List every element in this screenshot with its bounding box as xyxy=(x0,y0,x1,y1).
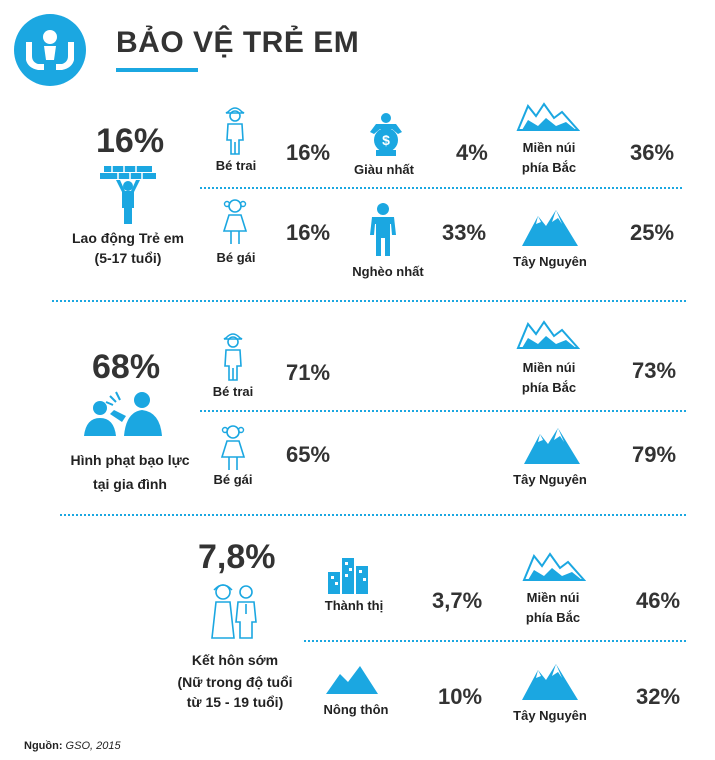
marriage-urban-label: Thành thị xyxy=(324,598,384,613)
divider xyxy=(304,640,686,642)
violence-girl-value: 65% xyxy=(286,442,331,467)
marriage-caption-line3: từ 15 - 19 tuổi) xyxy=(186,694,284,710)
violence-boy-value: 71% xyxy=(286,360,331,385)
violent-punishment-icon xyxy=(84,391,162,436)
labor-richest-label: Giàu nhất xyxy=(354,162,414,177)
northern-mountains-icon xyxy=(516,102,580,131)
svg-text:$: $ xyxy=(382,132,390,148)
labor-headline: 16% xyxy=(96,122,165,160)
rural-hills-icon xyxy=(326,666,378,694)
marriage-north-value: 46% xyxy=(636,588,681,613)
violence-boy-label: Bé trai xyxy=(212,384,254,399)
violence-girl-label: Bé gái xyxy=(213,472,253,487)
northern-mountains-icon xyxy=(522,552,586,581)
city-buildings-icon xyxy=(328,558,368,594)
marriage-rural-value: 10% xyxy=(438,684,483,709)
source-note: Nguồn: GSO, 2015 xyxy=(24,740,121,752)
labor-poorest-label: Nghèo nhất xyxy=(352,264,424,279)
labor-girl-value: 16% xyxy=(286,220,331,245)
highland-mountains-icon xyxy=(522,664,578,700)
northern-mountains-icon xyxy=(516,320,580,349)
labor-caption-line1: Lao động Trẻ em xyxy=(71,230,184,246)
boy-icon xyxy=(223,333,243,381)
labor-poorest-value: 33% xyxy=(442,220,487,245)
poor-person-icon xyxy=(370,203,396,256)
violence-headline: 68% xyxy=(92,348,161,386)
labor-north-label1: Miền núi xyxy=(522,140,576,155)
boy-icon xyxy=(225,107,245,155)
violence-north-value: 73% xyxy=(632,358,677,383)
marriage-rural-label: Nông thôn xyxy=(323,702,389,717)
logo-badge xyxy=(14,14,86,86)
labor-richest-value: 4% xyxy=(456,140,488,165)
labor-north-value: 36% xyxy=(630,140,675,165)
violence-north-label1: Miền núi xyxy=(522,360,576,375)
violence-north-label2: phía Bắc xyxy=(521,380,577,395)
labor-highlands-label: Tây Nguyên xyxy=(513,254,587,269)
hands-protecting-child-icon xyxy=(26,30,74,70)
marriage-north-label2: phía Bắc xyxy=(525,610,581,625)
bride-groom-icon xyxy=(211,584,257,639)
violence-highlands-label: Tây Nguyên xyxy=(513,472,587,487)
marriage-highlands-label: Tây Nguyên xyxy=(513,708,587,723)
source-label: Nguồn: xyxy=(24,740,63,752)
girl-icon xyxy=(220,425,246,470)
title-underline xyxy=(116,68,198,72)
violence-caption-line2: tại gia đình xyxy=(93,476,167,492)
marriage-north-label1: Miền núi xyxy=(526,590,580,605)
labor-boy-label: Bé trai xyxy=(215,158,257,173)
violence-caption-line1: Hình phạt bạo lực xyxy=(70,452,190,468)
marriage-caption-line1: Kết hôn sớm xyxy=(191,652,279,668)
violence-highlands-value: 79% xyxy=(632,442,677,467)
section-divider xyxy=(60,514,686,516)
source-value: GSO, 2015 xyxy=(65,740,121,752)
labor-girl-label: Bé gái xyxy=(216,250,256,265)
child-carrying-bricks-icon xyxy=(100,166,156,224)
divider xyxy=(200,187,682,189)
highland-mountains-icon xyxy=(522,210,578,246)
page-title: BẢO VỆ TRẺ EM xyxy=(116,26,360,59)
marriage-urban-value: 3,7% xyxy=(432,588,483,613)
marriage-headline: 7,8% xyxy=(198,538,276,576)
money-bag-icon: $ xyxy=(370,113,402,156)
labor-caption-line2: (5-17 tuổi) xyxy=(94,250,162,266)
labor-highlands-value: 25% xyxy=(630,220,675,245)
marriage-highlands-value: 32% xyxy=(636,684,681,709)
marriage-caption-line2: (Nữ trong độ tuổi xyxy=(177,674,293,690)
girl-icon xyxy=(222,199,248,244)
highland-mountains-icon xyxy=(524,428,580,464)
section-divider xyxy=(52,300,686,302)
divider xyxy=(200,410,686,412)
labor-boy-value: 16% xyxy=(286,140,331,165)
labor-north-label2: phía Bắc xyxy=(521,160,577,175)
